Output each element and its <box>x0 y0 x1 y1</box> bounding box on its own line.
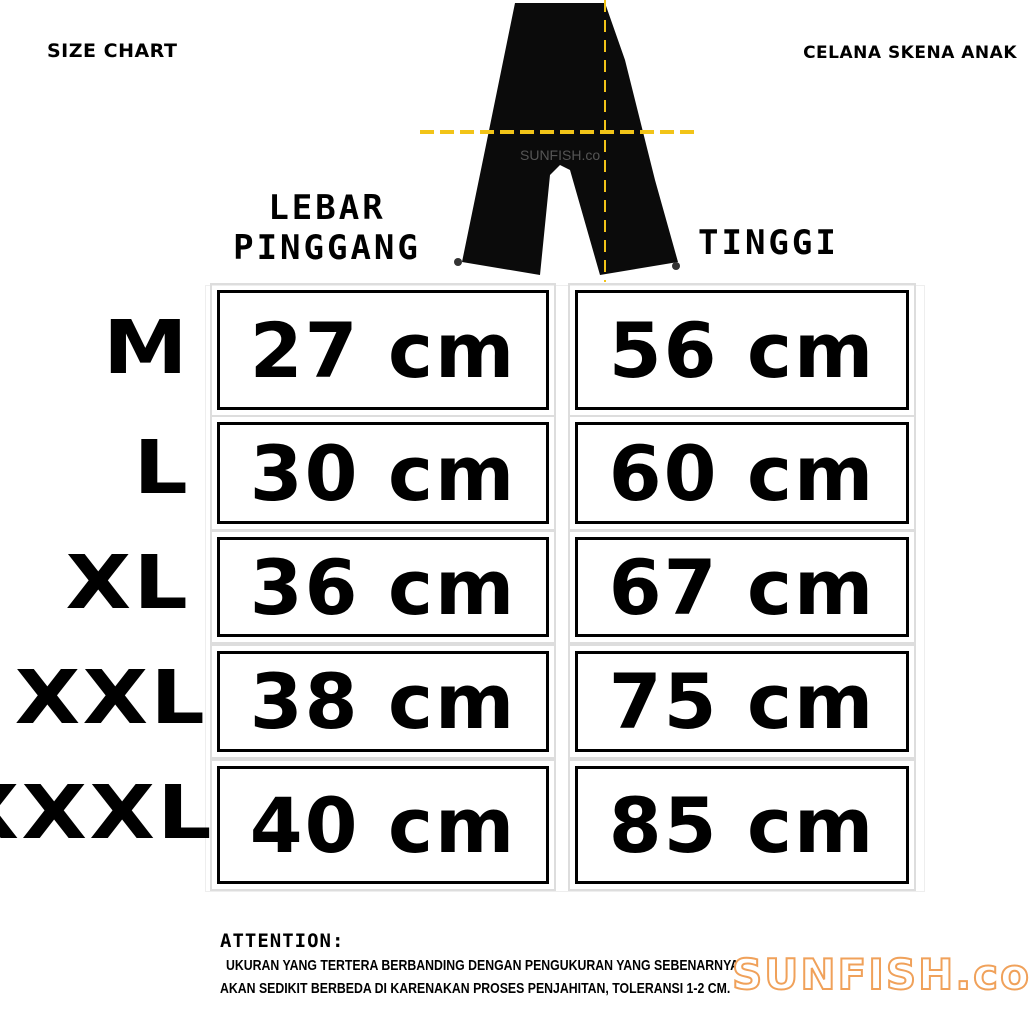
attention-line-1: UKURAN YANG TERTERA BERBANDING DENGAN PE… <box>226 957 740 974</box>
size-label-l: L <box>133 425 190 511</box>
cell-height-l: 60 cm <box>568 415 916 531</box>
size-label-m: M <box>103 305 190 391</box>
waist-line-2: PINGGANG <box>233 228 421 268</box>
cell-waist-xxxl: 40 cm <box>210 759 556 891</box>
size-label-xl: XL <box>65 540 190 626</box>
pants-image: SUNFISH.co <box>420 0 695 282</box>
attention-line-2: AKAN SEDIKIT BERBEDA DI KARENAKAN PROSES… <box>220 980 731 997</box>
attention-title: ATTENTION: <box>220 930 345 952</box>
cell-height-xxxl: 85 cm <box>568 759 916 891</box>
cell-waist-xxl: 38 cm <box>210 644 556 759</box>
size-table-frame <box>205 285 925 892</box>
cell-waist-l: 30 cm <box>210 415 556 531</box>
cell-height-m: 56 cm <box>568 283 916 417</box>
cell-height-xl: 67 cm <box>568 530 916 644</box>
waist-line-1: LEBAR <box>268 188 386 228</box>
column-header-waist: LEBAR PINGGANG <box>222 188 432 268</box>
size-label-xxxl: XXXL <box>0 770 214 856</box>
cell-waist-m: 27 cm <box>210 283 556 417</box>
cell-height-xxl: 75 cm <box>568 644 916 759</box>
sunfish-logo: SUNFISH.co <box>731 949 1031 1000</box>
cell-waist-xl: 36 cm <box>210 530 556 644</box>
column-header-height: TINGGI <box>698 223 839 263</box>
right-toggle <box>672 262 680 270</box>
pants-shape <box>462 3 678 275</box>
size-chart-heading: SIZE CHART <box>47 40 178 62</box>
watermark: SUNFISH.co <box>520 147 600 163</box>
left-toggle <box>454 258 462 266</box>
product-name: CELANA SKENA ANAK <box>803 43 1017 63</box>
size-label-xxl: XXL <box>14 655 207 741</box>
